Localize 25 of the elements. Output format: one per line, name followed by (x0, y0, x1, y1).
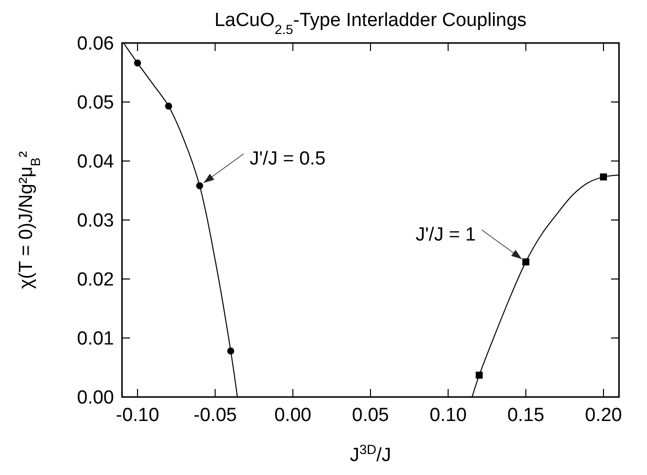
point (522, 258, 530, 266)
y-tick-label: 0.06 (77, 34, 114, 55)
point (134, 60, 142, 67)
point (196, 182, 204, 190)
x-tick-label: -0.05 (194, 405, 237, 426)
point (600, 173, 607, 180)
annotation: J'/J = 0.5 (250, 148, 326, 170)
x-axis-title: J$^{3D}$/J (350, 442, 392, 466)
y-tick-label: 0.00 (77, 388, 114, 409)
point (227, 347, 234, 354)
point (476, 372, 483, 379)
x-tick-label: -0.10 (116, 405, 160, 426)
y-tick-label: 0.02 (77, 270, 114, 291)
chart-title: LaCuO$_{2.5}$-Type Interladder Couplings (214, 10, 527, 36)
y-tick-label: 0.03 (77, 210, 114, 232)
x-tick-label: 0.00 (274, 405, 312, 426)
y-tick-label: 0.05 (77, 92, 114, 114)
x-tick-label: 0.20 (584, 405, 622, 426)
point (165, 102, 172, 110)
annotation: J'/J = 1 (416, 224, 476, 246)
x-tick-label: 0.10 (430, 405, 467, 426)
y-tick-label: 0.01 (77, 328, 114, 350)
x-tick-label: 0.05 (352, 405, 389, 426)
y-tick-label: 0.04 (77, 152, 114, 173)
x-tick-label: 0.15 (507, 405, 544, 426)
